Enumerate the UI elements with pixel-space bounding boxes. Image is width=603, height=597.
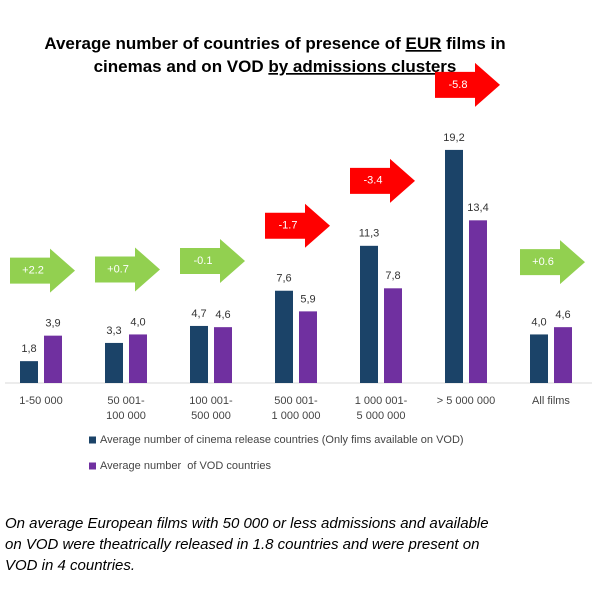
arrow-shape <box>95 247 160 292</box>
legend-swatch <box>89 436 96 444</box>
legend-label: Average number of VOD countries <box>100 460 271 472</box>
difference-label: -1.7 <box>279 220 298 232</box>
bar <box>105 342 123 383</box>
x-tick-label: 5 000 000 <box>357 410 406 422</box>
x-tick-label: > 5 000 000 <box>437 395 495 407</box>
bar <box>360 245 378 383</box>
value-label: 13,4 <box>467 202 488 214</box>
x-tick-label: 100 000 <box>106 410 146 422</box>
difference-arrow: -5.8 <box>435 62 500 107</box>
difference-label: -3.4 <box>364 175 383 187</box>
difference-label: +0.6 <box>532 256 554 268</box>
note-line: VOD in 4 countries. <box>5 557 135 574</box>
arrow-shape <box>520 240 585 285</box>
note-line: on VOD were theatrically released in 1.8… <box>5 536 479 553</box>
bar <box>129 334 147 383</box>
value-label: 7,8 <box>385 270 400 282</box>
difference-arrow: -1.7 <box>265 203 330 248</box>
arrow-shape <box>435 62 500 107</box>
chart-title: Average number of countries of presence … <box>44 34 505 53</box>
x-tick-label: 50 001- <box>107 395 145 407</box>
title-segment: Average number of countries of presence … <box>44 34 405 53</box>
value-label: 11,3 <box>359 228 380 240</box>
x-tick-label: All films <box>532 395 570 407</box>
bar <box>445 149 463 383</box>
bar <box>20 361 38 383</box>
value-label: 1,8 <box>21 343 36 355</box>
title-segment: cinemas and on VOD <box>94 57 269 76</box>
arrow-shape <box>180 238 245 283</box>
x-tick-label: 500 000 <box>191 410 231 422</box>
value-label: 4,6 <box>215 309 230 321</box>
x-tick-label: 1-50 000 <box>19 395 62 407</box>
bar <box>190 325 208 383</box>
bar <box>275 290 293 383</box>
chart-title: cinemas and on VOD by admissions cluster… <box>94 57 457 76</box>
title-segment: films in <box>441 34 505 53</box>
legend-swatch <box>89 462 96 470</box>
note-line: On average European films with 50 000 or… <box>5 515 489 532</box>
title-segment: by admissions clusters <box>268 57 456 76</box>
difference-arrow: -3.4 <box>350 158 415 203</box>
value-label: 5,9 <box>300 293 315 305</box>
value-label: 19,2 <box>443 132 464 144</box>
x-tick-label: 100 001- <box>189 395 233 407</box>
arrow-shape <box>350 158 415 203</box>
arrow-shape <box>10 248 75 293</box>
title-segment: EUR <box>406 34 442 53</box>
difference-arrow: -0.1 <box>180 238 245 283</box>
difference-label: +0.7 <box>107 263 129 275</box>
value-label: 4,7 <box>191 308 206 320</box>
value-label: 3,3 <box>106 325 121 337</box>
value-label: 4,0 <box>531 316 546 328</box>
bar <box>469 220 487 383</box>
difference-arrow: +0.7 <box>95 247 160 292</box>
value-label: 3,9 <box>45 318 60 330</box>
bar <box>44 335 62 383</box>
bar <box>299 311 317 383</box>
arrow-shape <box>265 203 330 248</box>
value-label: 4,6 <box>555 309 570 321</box>
x-tick-label: 500 001- <box>274 395 318 407</box>
bar <box>384 288 402 383</box>
difference-label: -0.1 <box>194 255 213 267</box>
difference-label: +2.2 <box>22 265 44 277</box>
x-tick-label: 1 000 001- <box>355 395 408 407</box>
difference-arrow: +2.2 <box>10 248 75 293</box>
bar <box>214 327 232 383</box>
value-label: 7,6 <box>276 273 291 285</box>
bar <box>554 327 572 383</box>
legend-label: Average number of cinema release countri… <box>100 434 464 446</box>
bar <box>530 334 548 383</box>
difference-label: -5.8 <box>449 79 468 91</box>
x-tick-label: 1 000 000 <box>272 410 321 422</box>
difference-arrow: +0.6 <box>520 240 585 285</box>
value-label: 4,0 <box>130 316 145 328</box>
